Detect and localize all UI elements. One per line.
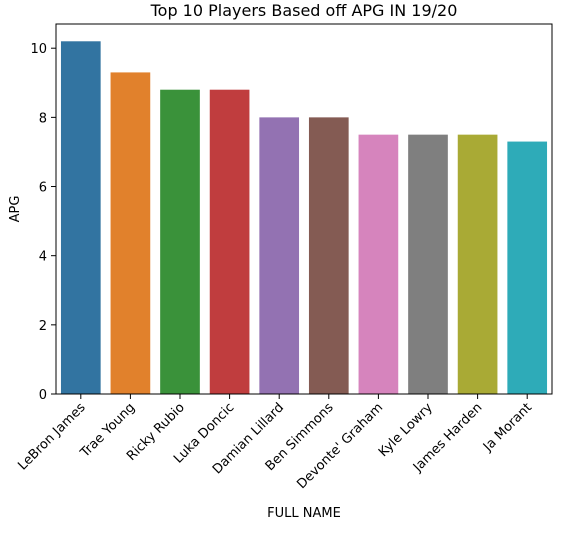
y-tick-label: 4	[39, 250, 47, 265]
plot-frame	[55, 23, 553, 395]
bar-trae-young	[110, 72, 151, 394]
x-tick-label: LeBron James	[15, 400, 88, 473]
y-tick-label: 6	[39, 181, 47, 196]
bar-james-harden	[457, 134, 498, 394]
y-tick-label: 8	[39, 111, 47, 126]
bar-ricky-rubio	[160, 89, 200, 395]
bar-damian-lillard	[259, 117, 300, 394]
bar-kyle-lowry	[408, 134, 448, 394]
y-axis-label: APG	[8, 196, 23, 223]
y-axis: 0 2 4 6 8 10	[30, 42, 56, 403]
bars-group	[60, 41, 548, 395]
bar-ja-morant	[507, 141, 548, 394]
bar-lebron-james	[60, 41, 101, 394]
y-tick-label: 10	[30, 42, 47, 57]
x-tick-label: Devonte' Graham	[294, 400, 386, 492]
y-tick-label: 0	[39, 388, 47, 403]
bar-ben-simmons	[308, 117, 349, 394]
bar-devonte-graham	[358, 134, 399, 394]
bar-luka-doncic	[209, 89, 250, 395]
y-tick-label: 2	[39, 319, 47, 334]
x-tick-label: Ja Morant	[480, 400, 535, 455]
x-axis-label: FULL NAME	[267, 506, 341, 521]
chart-title: Top 10 Players Based off APG IN 19/20	[150, 1, 458, 20]
